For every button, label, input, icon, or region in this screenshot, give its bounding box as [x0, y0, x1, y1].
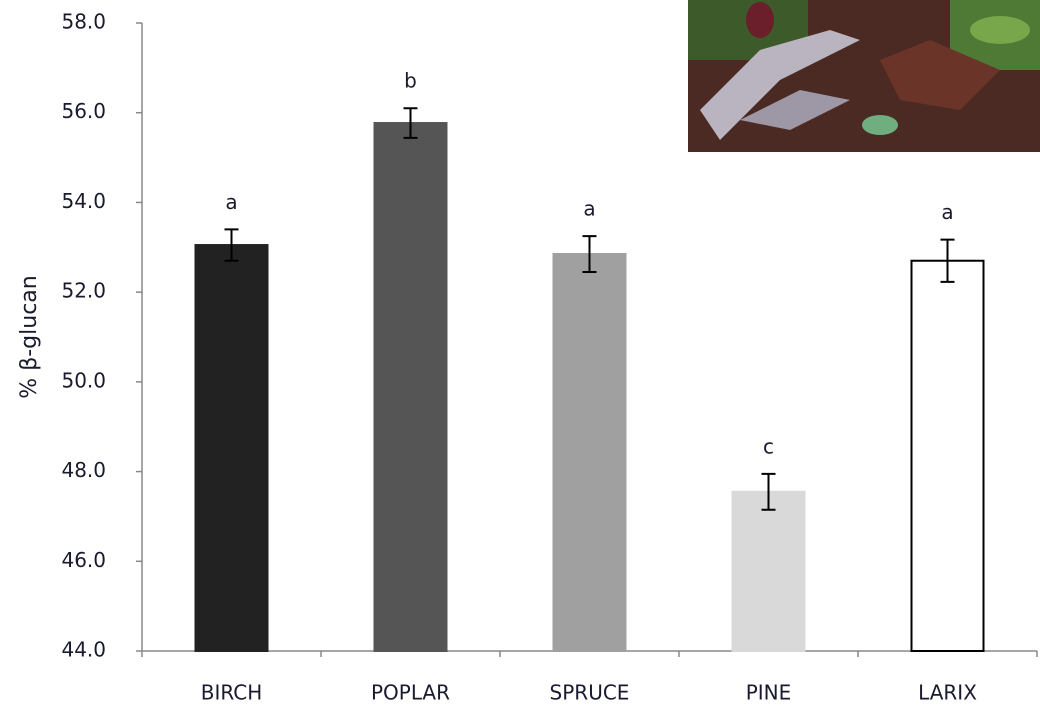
y-tick-label: 52.0 [61, 279, 106, 303]
error-bar [940, 238, 955, 283]
y-tick-label: 56.0 [61, 99, 106, 123]
error-bar [582, 235, 597, 273]
y-tick-label: 44.0 [61, 638, 106, 662]
x-tick-label: LARIX [918, 681, 977, 705]
y-tick-label: 48.0 [61, 458, 106, 482]
bar [910, 259, 985, 652]
error-bar [403, 107, 418, 139]
significance-letter: a [225, 190, 237, 214]
significance-letter: b [404, 69, 417, 93]
significance-letter: c [763, 434, 774, 458]
error-bar [761, 472, 776, 511]
x-tick-label: PINE [746, 681, 792, 705]
y-tick-label: 46.0 [61, 548, 106, 572]
significance-letter: a [583, 197, 595, 221]
y-tick-label: 54.0 [61, 189, 106, 213]
bar [373, 122, 448, 652]
y-tick-label: 50.0 [61, 368, 106, 392]
x-tick-label: SPRUCE [550, 681, 630, 705]
bar [552, 253, 627, 652]
inset-photo [688, 0, 1040, 152]
x-tick-label: POPLAR [371, 681, 450, 705]
error-bar [224, 228, 239, 262]
bar [731, 490, 806, 652]
x-tick-label: BIRCH [201, 681, 263, 705]
y-tick-label: 58.0 [61, 10, 106, 34]
bar [194, 244, 269, 653]
significance-letter: a [941, 200, 953, 224]
y-axis-label: % β-glucan [17, 275, 42, 398]
